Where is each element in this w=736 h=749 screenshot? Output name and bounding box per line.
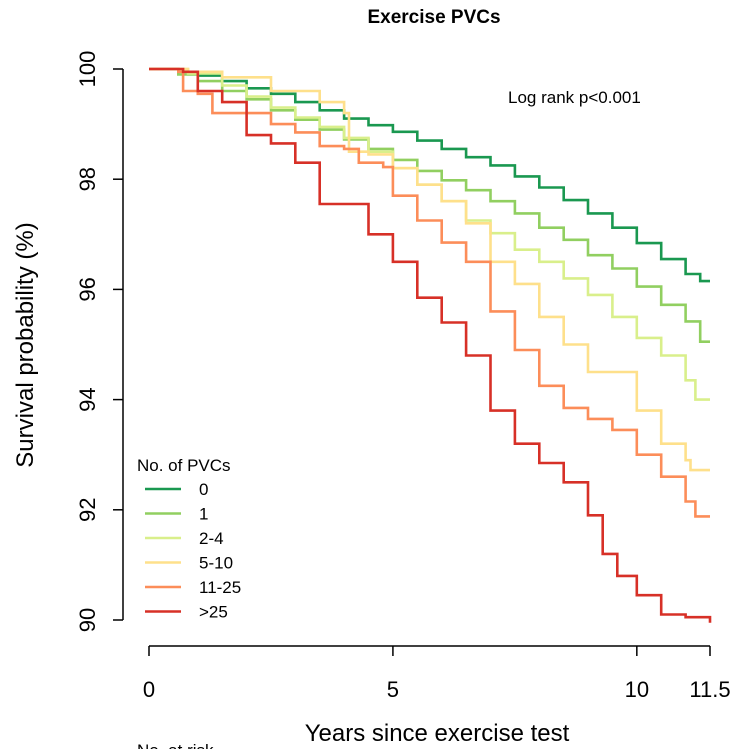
legend-label: 5-10 xyxy=(199,554,233,573)
y-tick-label: 98 xyxy=(75,167,100,191)
x-tick-label: 10 xyxy=(625,677,649,702)
series-line-5 xyxy=(149,67,712,623)
legend-label: 1 xyxy=(199,505,208,524)
footer-text: No. at risk xyxy=(137,741,214,749)
legend-title: No. of PVCs xyxy=(137,456,231,475)
legend-label: 11-25 xyxy=(199,578,241,597)
chart-title: Exercise PVCs xyxy=(367,7,500,28)
x-tick-label: 11.5 xyxy=(689,677,730,702)
y-tick-label: 94 xyxy=(75,387,100,411)
series-line-1 xyxy=(149,67,710,343)
legend: No. of PVCs 0 1 2-4 5-10 11-25 >25 xyxy=(137,456,241,622)
legend-label: >25 xyxy=(199,603,228,622)
y-tick-label: 100 xyxy=(75,51,100,88)
series-layer xyxy=(149,67,712,623)
legend-label: 2-4 xyxy=(199,529,224,548)
y-tick-label: 90 xyxy=(75,608,100,632)
legend-label: 0 xyxy=(199,480,208,499)
series-line-2 xyxy=(149,67,710,401)
y-axis-label: Survival probability (%) xyxy=(12,222,39,467)
y-tick-label: 92 xyxy=(75,498,100,522)
y-tick-label: 96 xyxy=(75,277,100,301)
x-tick-label: 5 xyxy=(387,677,399,702)
x-tick-label: 0 xyxy=(143,677,155,702)
x-axis-label: Years since exercise test xyxy=(305,720,570,747)
series-line-4 xyxy=(149,67,710,518)
series-line-3 xyxy=(149,67,710,472)
log-rank-annotation: Log rank p<0.001 xyxy=(508,88,641,107)
